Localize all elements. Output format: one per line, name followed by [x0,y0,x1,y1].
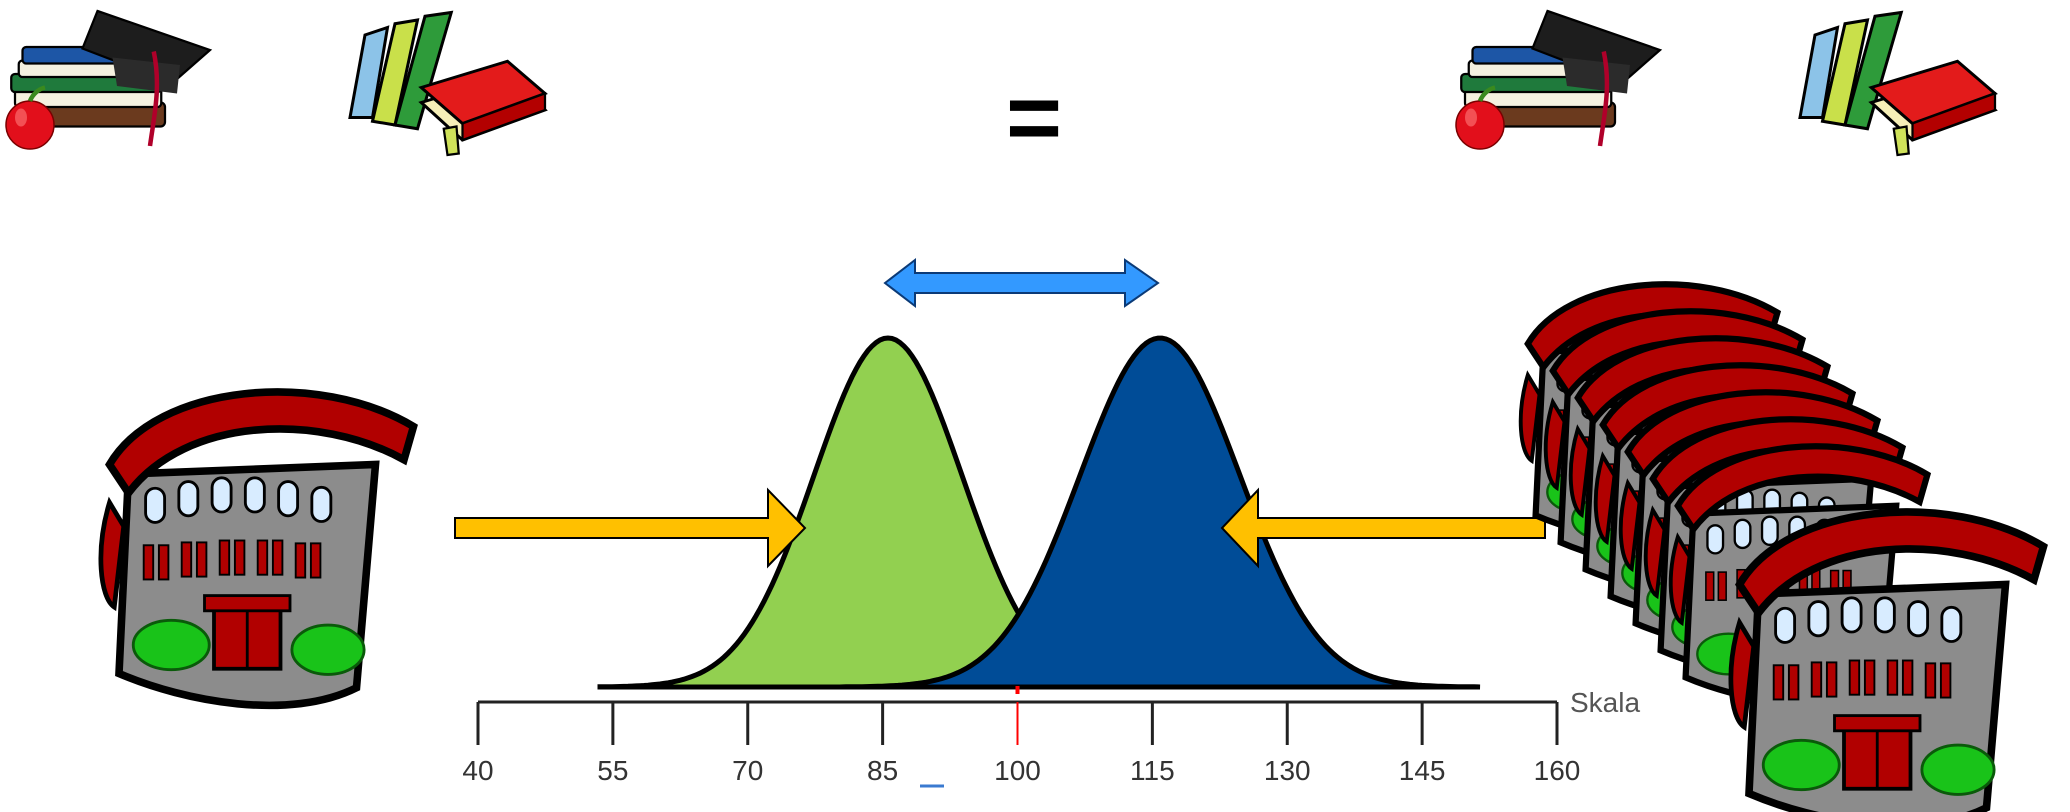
scale-tick-label-115: 115 [1130,755,1175,786]
scale-tick-label-160: 160 [1534,755,1581,786]
scale-tick-label-100: 100 [994,755,1041,786]
arrow-right-icon [454,487,807,569]
scale-axis: 40 55 70 85 100 115 130 145 160 [462,686,1580,786]
scale-tick-label-130: 130 [1264,755,1311,786]
scale-tick-label-40: 40 [462,755,493,786]
books-stack-icon [1798,11,1997,157]
equals-sign: = [1006,64,1062,171]
arrow-left-icon [1220,487,1546,569]
scale-label: Skala [1570,687,1640,718]
books-graduation-cap-icon [6,11,210,149]
scale-tick-label-145: 145 [1399,755,1446,786]
books-graduation-cap-icon [1456,11,1660,149]
scale-tick-label-55: 55 [597,755,628,786]
school-building-icon [101,392,414,705]
school-buildings-stack-icon [1521,284,2044,812]
scale-tick-label-70: 70 [732,755,763,786]
double-arrow-icon [883,257,1160,309]
distribution-blue [839,335,1481,690]
scale-tick-label-85: 85 [867,755,898,786]
books-stack-icon [348,11,547,157]
